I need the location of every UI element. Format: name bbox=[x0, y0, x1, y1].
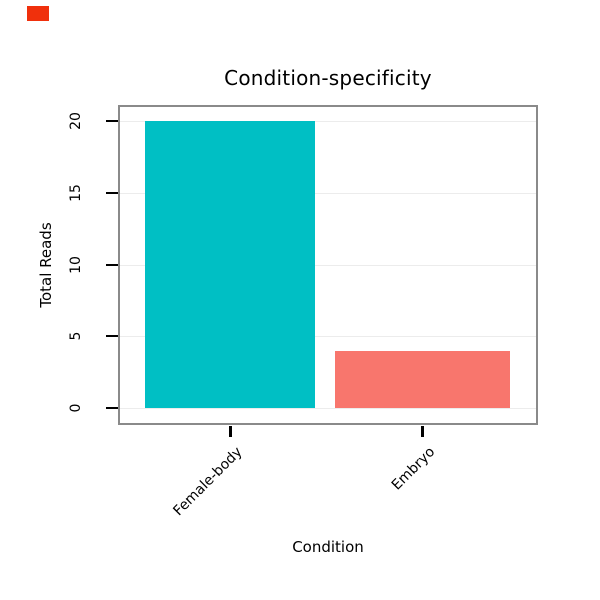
y-tick bbox=[106, 335, 118, 338]
gridline bbox=[120, 336, 536, 338]
chart-title: Condition-specificity bbox=[224, 66, 432, 90]
y-tick-label: 10 bbox=[68, 255, 84, 274]
bar-female-body bbox=[145, 121, 315, 408]
y-tick bbox=[106, 120, 118, 122]
x-tick bbox=[421, 426, 424, 437]
gridline bbox=[120, 408, 536, 409]
x-tick bbox=[228, 426, 232, 437]
y-tick-label: 20 bbox=[68, 112, 84, 130]
y-tick bbox=[106, 407, 118, 409]
plot-panel bbox=[118, 105, 538, 425]
y-axis-title: Total Reads bbox=[37, 222, 55, 308]
x-tick-label: Female-body bbox=[170, 444, 246, 520]
red-marker bbox=[27, 6, 49, 21]
y-tick-label: 5 bbox=[68, 331, 84, 341]
y-tick bbox=[106, 263, 118, 266]
y-tick bbox=[106, 191, 118, 194]
bar-embryo bbox=[335, 350, 510, 408]
gridline bbox=[120, 121, 536, 122]
x-tick-label: Embryo bbox=[388, 444, 438, 494]
x-axis-title: Condition bbox=[292, 538, 364, 556]
gridline bbox=[120, 192, 536, 194]
gridline bbox=[120, 264, 536, 266]
y-tick-label: 0 bbox=[68, 403, 84, 413]
y-tick-label: 15 bbox=[68, 183, 84, 202]
